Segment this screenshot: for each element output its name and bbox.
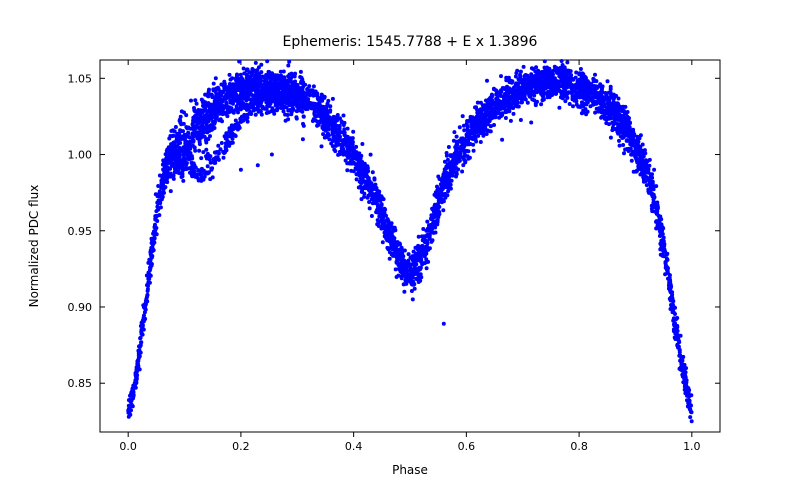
svg-text:0.8: 0.8 (570, 440, 588, 453)
svg-text:0.0: 0.0 (119, 440, 137, 453)
svg-text:0.95: 0.95 (68, 225, 93, 238)
x-axis-label: Phase (392, 463, 428, 477)
svg-text:1.00: 1.00 (68, 149, 93, 162)
svg-text:0.90: 0.90 (68, 301, 93, 314)
y-axis-label: Normalized PDC flux (27, 185, 41, 308)
svg-text:1.0: 1.0 (683, 440, 701, 453)
svg-text:0.2: 0.2 (232, 440, 250, 453)
svg-text:0.4: 0.4 (345, 440, 363, 453)
svg-text:0.85: 0.85 (68, 377, 93, 390)
svg-text:0.6: 0.6 (458, 440, 476, 453)
chart-container: Ephemeris: 1545.7788 + E x 1.3896 Phase … (0, 0, 800, 500)
scatter-chart: Ephemeris: 1545.7788 + E x 1.3896 Phase … (0, 0, 800, 500)
svg-text:1.05: 1.05 (68, 72, 93, 85)
chart-title: Ephemeris: 1545.7788 + E x 1.3896 (283, 34, 538, 50)
data-points (126, 59, 693, 423)
